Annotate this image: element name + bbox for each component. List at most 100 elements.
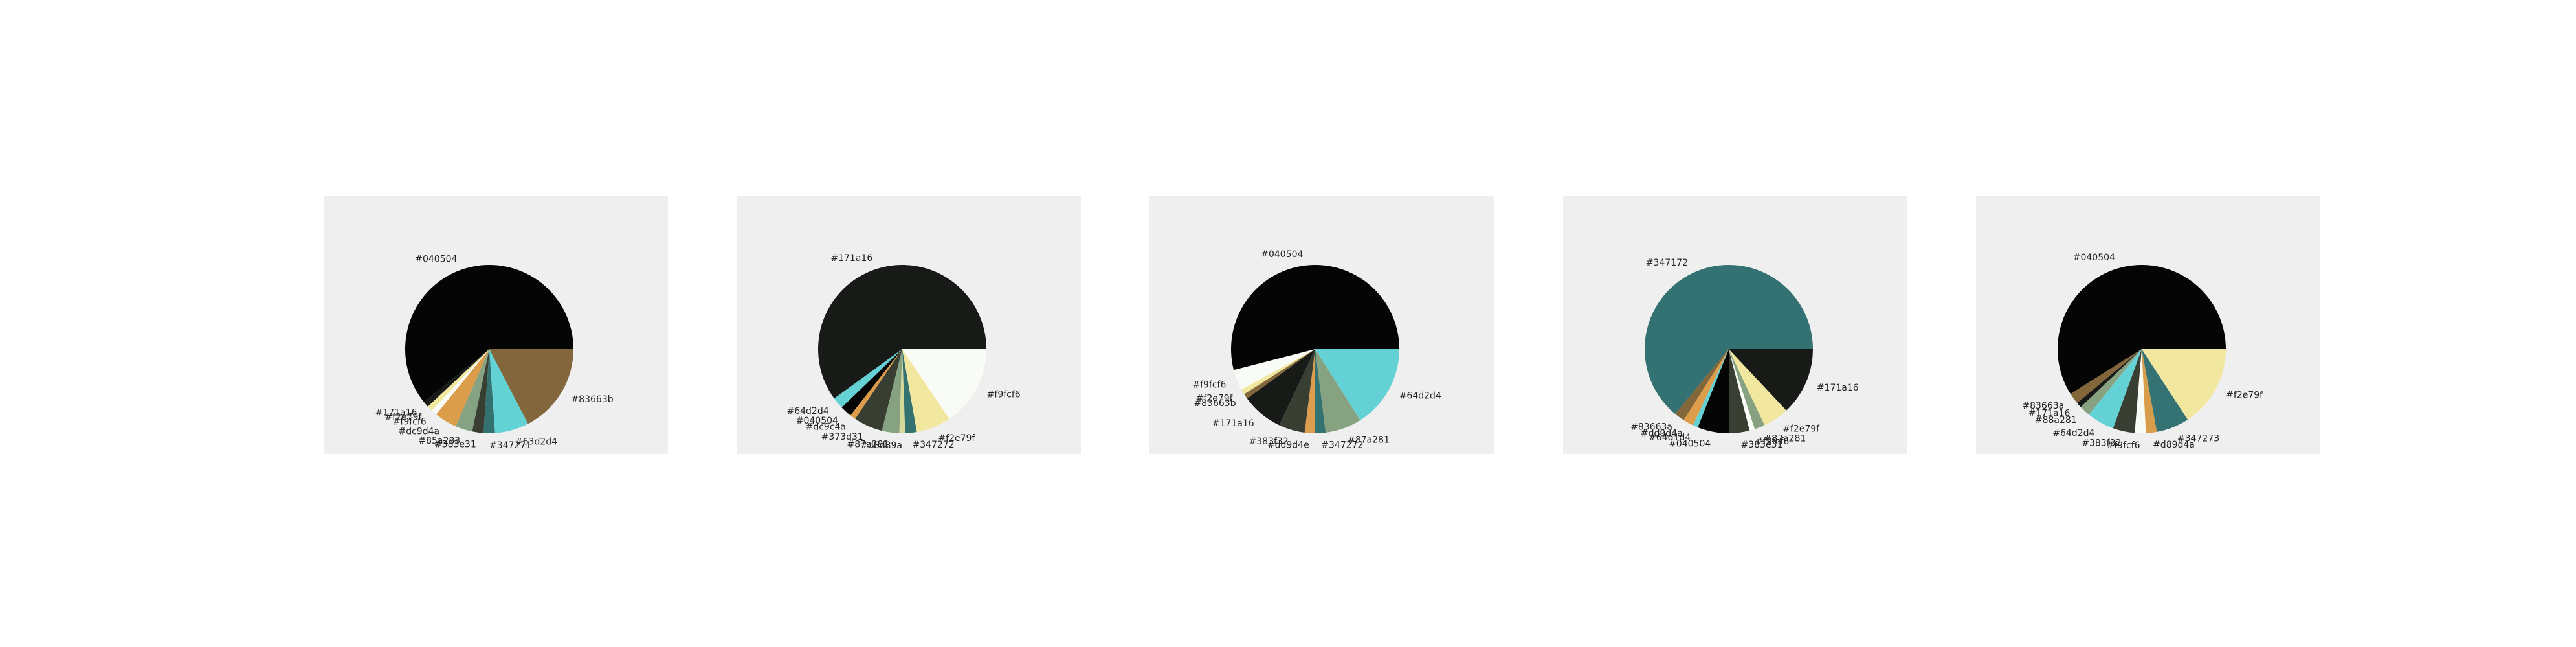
slice-label: #d8d89a	[860, 440, 902, 451]
slice-label: #f9fcf6	[2107, 440, 2140, 451]
pie-slice	[489, 349, 573, 424]
slice-label: #64d1d4	[1649, 433, 1691, 443]
pie-slice	[2113, 349, 2142, 433]
pie-slice	[902, 349, 949, 433]
pie-slice	[902, 349, 986, 419]
pie-slice	[1315, 349, 1360, 433]
pie-slice	[483, 349, 495, 433]
slice-label: #171a16	[1212, 418, 1254, 429]
pie-slice	[1231, 265, 1399, 370]
slice-label: #dd9d4a	[1641, 429, 1683, 439]
slice-label: #373d31	[821, 432, 863, 442]
slice-label: #171a16	[830, 253, 872, 264]
pie-slice	[2077, 349, 2142, 407]
pie-slice	[2089, 349, 2142, 429]
pie-slice	[1729, 349, 1750, 433]
slice-label: #64d2d4	[786, 406, 828, 416]
slice-label: #87a281	[847, 440, 889, 450]
pie-slice	[1241, 349, 1315, 394]
pie-slice	[882, 349, 902, 433]
slice-label: #f2e79f	[2226, 390, 2263, 400]
pie-slice	[2142, 349, 2226, 420]
pie-slice	[2135, 349, 2146, 433]
slice-label: #f2e79f	[384, 413, 422, 423]
pie-slice	[1645, 265, 1813, 414]
slice-label: #83663b	[1194, 398, 1236, 409]
pie-slice	[1247, 349, 1315, 426]
slice-label: #347273	[2177, 433, 2219, 444]
slice-label: #87a281	[1348, 435, 1390, 445]
pie-slice	[1729, 349, 1765, 429]
slice-label: #171a16	[1817, 383, 1859, 393]
pie-slice	[456, 349, 489, 432]
pie-slice	[1683, 349, 1729, 426]
slice-label: #83663a	[1630, 422, 1672, 433]
pie-chart-2: #171a16 #64d2d4#040504#dc9c4a#373d31#87a2…	[737, 196, 1081, 454]
slice-label: #040504	[1669, 438, 1711, 449]
pie-slice	[2071, 349, 2142, 403]
pie-slice	[902, 349, 917, 433]
slice-label: #347272	[1321, 440, 1363, 451]
pie-slice	[405, 265, 574, 403]
slice-label: #040504	[2073, 253, 2115, 263]
pie-slice	[436, 349, 489, 427]
slice-label: #87a281	[1764, 434, 1806, 444]
pie-slice	[841, 349, 902, 416]
pie-slice	[1729, 349, 1755, 431]
pie-chart-4: #347172 #83663a#dd9d4a#64d1d4#040504 #383e…	[1563, 196, 1907, 454]
slice-label: #347172	[1646, 258, 1688, 268]
slice-label: #83663b	[571, 394, 613, 405]
pie-slice	[472, 349, 489, 433]
slice-label: #347272	[912, 440, 954, 450]
pie-slice	[1244, 349, 1315, 399]
pie-slice	[850, 349, 902, 419]
pie-slice	[1234, 349, 1315, 390]
pie-slice	[2142, 349, 2157, 433]
slice-label: #383f32	[2082, 438, 2121, 449]
slice-label: #f2e79f	[938, 433, 975, 444]
slice-label: #dd9d4e	[1267, 440, 1309, 451]
pie-slice	[855, 349, 902, 431]
slice-label: #f2e79f	[1782, 424, 1820, 434]
slice-label: #64d2d4	[1399, 391, 1441, 401]
slice-label: #83663a	[2022, 401, 2064, 411]
slice-label: #f9fcf6	[987, 389, 1021, 400]
pie-slice	[818, 265, 986, 399]
slice-label: #040504	[796, 416, 838, 426]
slice-label: #f2e79f	[1196, 393, 1234, 403]
pie-slice	[432, 349, 489, 414]
pie-slice	[1729, 349, 1813, 411]
slice-label: #383e31	[434, 440, 476, 450]
slice-label: #f9fcf6	[393, 417, 427, 427]
pie-slice	[1693, 349, 1729, 427]
pie-chart-5: #040504 #83663a#171a16#88a281 #64d2d4#383f…	[1976, 196, 2320, 454]
pie-slice	[427, 349, 489, 411]
pie-slice	[1304, 349, 1315, 433]
slice-label: #040504	[1261, 249, 1303, 260]
slice-label: #64d2d4	[2052, 428, 2094, 438]
slice-label: #85a283	[418, 436, 460, 446]
pie-chart-1: #040504 #171a16#f2e79f#f9fcf6#dc9d4a#85a2…	[324, 196, 668, 454]
slice-label: #f9fcf6	[1192, 380, 1226, 390]
slice-label: #171a16	[2028, 408, 2071, 418]
pie-slice	[2142, 349, 2188, 432]
slice-label: #dc9d4a	[398, 426, 439, 437]
pie-slice	[1675, 349, 1729, 420]
pie-slice	[834, 349, 902, 408]
slice-label: #dc9c4a	[806, 422, 846, 433]
pie-chart-3: #040504 #f9fcf6 #f2e79f#83663b #171a16 #383f…	[1149, 196, 1494, 454]
slice-label: #040504	[415, 255, 457, 265]
pie-slice	[2058, 265, 2226, 394]
slice-label: #171a16	[375, 407, 417, 418]
pie-slice	[2080, 349, 2142, 415]
pie-slice	[899, 349, 905, 433]
pie-slice	[1315, 349, 1326, 433]
pie-slice	[489, 349, 528, 433]
pie-slice	[1279, 349, 1315, 433]
slice-label: #f9fcf6	[1755, 437, 1789, 447]
slice-label: #383e31	[1741, 440, 1783, 450]
slice-label: #d89d4a	[2153, 440, 2195, 450]
pie-slice	[1729, 349, 1786, 426]
slice-label: #63d2d4	[515, 437, 557, 448]
